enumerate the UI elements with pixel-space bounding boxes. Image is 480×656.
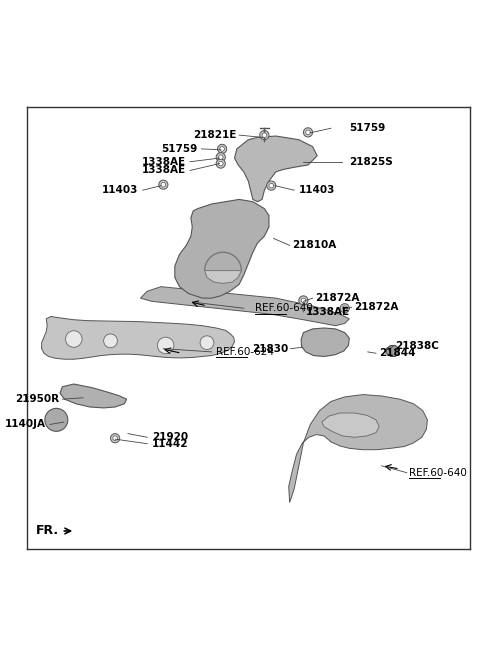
Circle shape (218, 155, 223, 159)
Circle shape (299, 296, 308, 305)
Text: 21830: 21830 (252, 344, 288, 354)
Polygon shape (288, 395, 427, 502)
Circle shape (200, 336, 214, 350)
Text: FR.: FR. (36, 525, 59, 537)
Polygon shape (60, 384, 127, 408)
Text: 11403: 11403 (102, 185, 138, 195)
Circle shape (262, 133, 267, 137)
Text: REF.60-624: REF.60-624 (216, 347, 274, 357)
Circle shape (269, 183, 274, 188)
Text: 21950R: 21950R (15, 394, 59, 404)
Text: 21920: 21920 (152, 432, 188, 442)
Circle shape (110, 434, 120, 443)
Circle shape (217, 144, 227, 154)
Text: 51759: 51759 (349, 123, 385, 133)
Text: 11403: 11403 (299, 185, 335, 195)
Polygon shape (140, 287, 349, 325)
Text: REF.60-640: REF.60-640 (409, 468, 467, 478)
Text: 1338AE: 1338AE (142, 157, 186, 167)
Text: 1140JA: 1140JA (5, 419, 46, 430)
Text: 21872A: 21872A (315, 293, 359, 303)
Text: 21825S: 21825S (349, 157, 393, 167)
Circle shape (157, 337, 174, 354)
Polygon shape (204, 270, 241, 283)
Polygon shape (386, 346, 399, 356)
Circle shape (66, 331, 82, 347)
Polygon shape (322, 413, 379, 438)
Circle shape (260, 131, 269, 140)
Circle shape (267, 181, 276, 190)
Circle shape (161, 182, 166, 187)
Text: REF.60-640: REF.60-640 (255, 303, 313, 314)
Circle shape (216, 153, 225, 162)
Text: 11442: 11442 (152, 439, 188, 449)
Circle shape (303, 128, 312, 137)
Circle shape (159, 180, 168, 190)
Circle shape (218, 161, 223, 166)
Circle shape (340, 304, 349, 313)
Text: 21821E: 21821E (193, 130, 237, 140)
Text: 51759: 51759 (162, 144, 198, 154)
Circle shape (113, 436, 118, 441)
Circle shape (220, 146, 225, 151)
Circle shape (306, 130, 310, 134)
Polygon shape (301, 328, 349, 356)
Text: 21872A: 21872A (354, 302, 398, 312)
Text: 21844: 21844 (379, 348, 416, 358)
Circle shape (45, 409, 68, 432)
Text: 21838C: 21838C (395, 341, 439, 352)
Polygon shape (235, 136, 317, 201)
Circle shape (301, 298, 306, 302)
Circle shape (104, 334, 118, 348)
Text: 1338AE: 1338AE (306, 307, 350, 317)
Circle shape (342, 306, 347, 310)
Circle shape (216, 159, 225, 168)
Text: 1338AE: 1338AE (142, 165, 186, 175)
Polygon shape (42, 316, 235, 359)
Polygon shape (175, 199, 269, 298)
Text: 21810A: 21810A (292, 240, 336, 251)
